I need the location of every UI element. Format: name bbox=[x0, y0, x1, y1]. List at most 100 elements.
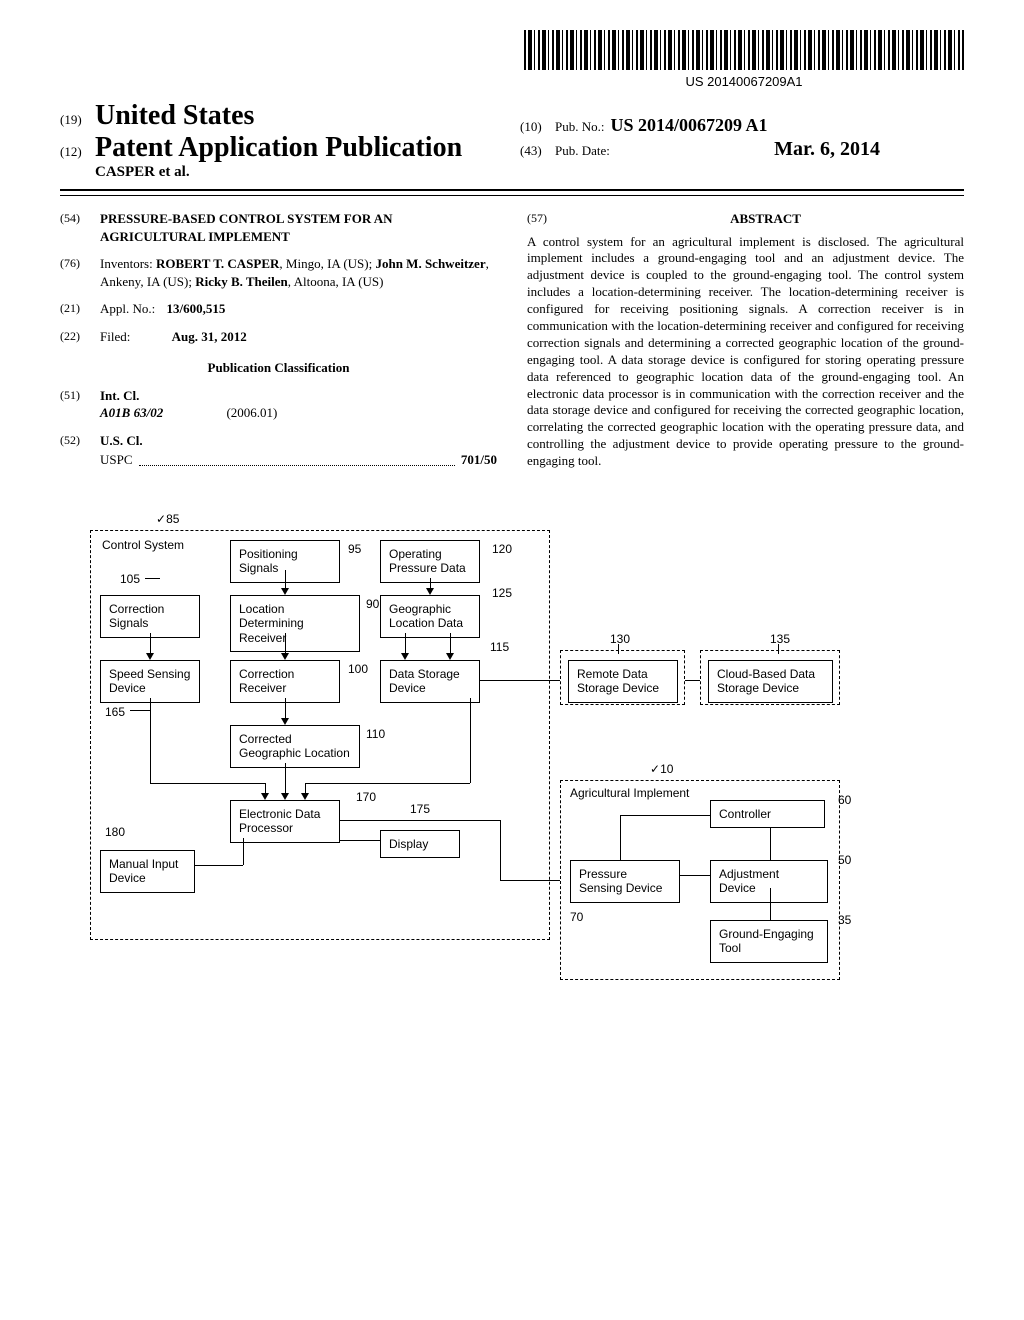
conn-remote-cloud bbox=[685, 680, 700, 681]
ref-165: 165 bbox=[105, 705, 125, 719]
conn-ctrl-v bbox=[620, 815, 621, 860]
ref-70: 70 bbox=[570, 910, 583, 924]
agricultural-implement-label: Agricultural Implement bbox=[568, 786, 691, 800]
ref-60: 60 bbox=[838, 793, 851, 807]
right-column: (57) ABSTRACT A control system for an ag… bbox=[527, 210, 964, 470]
arrow-line-4 bbox=[285, 763, 286, 793]
arrowhead-2a bbox=[146, 653, 154, 660]
conn-ds-v2 bbox=[305, 783, 306, 793]
conn-speed-v bbox=[150, 698, 151, 783]
biblio-columns: (54) PRESSURE-BASED CONTROL SYSTEM FOR A… bbox=[60, 210, 964, 470]
filed-value: Aug. 31, 2012 bbox=[172, 329, 247, 344]
us-cl-label: U.S. Cl. bbox=[100, 433, 143, 448]
conn-adj-ground bbox=[770, 888, 771, 920]
conn-proc-impl-v bbox=[500, 820, 501, 880]
code-76: (76) bbox=[60, 255, 100, 290]
pub-no-value: US 2014/0067209 A1 bbox=[610, 115, 767, 136]
barcode-text: US 20140067209A1 bbox=[524, 74, 964, 89]
country-title: United States bbox=[95, 100, 254, 132]
abstract-body: A control system for an agricultural imp… bbox=[527, 234, 964, 470]
barcode-area: US 20140067209A1 bbox=[524, 30, 964, 89]
appl-no-label: Appl. No.: bbox=[100, 301, 155, 316]
pub-class-heading: Publication Classification bbox=[60, 359, 497, 377]
leader-105 bbox=[145, 578, 160, 579]
abstract-heading: ABSTRACT bbox=[567, 210, 964, 228]
leader-130 bbox=[618, 644, 619, 654]
rule-thick bbox=[60, 189, 964, 191]
pub-date-value: Mar. 6, 2014 bbox=[774, 138, 880, 161]
left-column: (54) PRESSURE-BASED CONTROL SYSTEM FOR A… bbox=[60, 210, 497, 470]
pub-date-label: Pub. Date: bbox=[555, 143, 610, 159]
code-22: (22) bbox=[60, 328, 100, 346]
ground-engaging-tool-box: Ground-EngagingTool bbox=[710, 920, 828, 963]
ref-180: 180 bbox=[105, 825, 125, 839]
code-51: (51) bbox=[60, 387, 100, 422]
code-43: (43) bbox=[520, 143, 555, 159]
ref-120: 120 bbox=[492, 542, 512, 556]
pressure-sensing-device-box: PressureSensing Device bbox=[570, 860, 680, 903]
arrowhead-speed bbox=[261, 793, 269, 800]
inventors-label: Inventors: bbox=[100, 256, 153, 271]
conn-proc-impl-h1 bbox=[340, 820, 500, 821]
right-header: (10) Pub. No.: US 2014/0067209 A1 (43) P… bbox=[520, 115, 880, 163]
code-19: (19) bbox=[60, 112, 95, 128]
arrowhead-2d bbox=[446, 653, 454, 660]
arrowhead-3 bbox=[281, 718, 289, 725]
barcode-graphic bbox=[524, 30, 964, 70]
dotted-leader bbox=[139, 456, 455, 466]
ref-95: 95 bbox=[348, 542, 361, 556]
arrow-line-2c bbox=[405, 633, 406, 653]
authors-line: CASPER et al. bbox=[95, 164, 964, 181]
conn-ds-remote bbox=[480, 680, 560, 681]
code-12: (12) bbox=[60, 144, 95, 160]
uspc-label: USPC bbox=[100, 451, 133, 469]
ref-35: 35 bbox=[838, 913, 851, 927]
arrow-line-1 bbox=[285, 570, 286, 588]
conn-speed-v2 bbox=[265, 783, 266, 793]
arrowhead-2c bbox=[401, 653, 409, 660]
ref-85: ✓85 bbox=[156, 512, 179, 526]
ref-175: 175 bbox=[410, 802, 430, 816]
code-10: (10) bbox=[520, 119, 555, 135]
conn-ctrl-h bbox=[620, 815, 710, 816]
doc-type-title: Patent Application Publication bbox=[95, 132, 462, 164]
inventor-2: John M. Schweitzer bbox=[375, 256, 485, 271]
arrow-line-3 bbox=[285, 698, 286, 718]
inventor-3-loc: , Altoona, IA (US) bbox=[288, 274, 384, 289]
correction-receiver-box: CorrectionReceiver bbox=[230, 660, 340, 703]
arrowhead-1 bbox=[281, 588, 289, 595]
arrowhead-1b bbox=[426, 588, 434, 595]
conn-press-adj bbox=[680, 875, 710, 876]
ref-110: 110 bbox=[366, 727, 385, 741]
ref-10: ✓10 bbox=[650, 762, 673, 776]
conn-speed-h bbox=[150, 783, 265, 784]
electronic-data-processor-box: Electronic DataProcessor bbox=[230, 800, 340, 843]
geographic-location-data-box: GeographicLocation Data bbox=[380, 595, 480, 638]
ref-50: 50 bbox=[838, 853, 851, 867]
conn-manual-h bbox=[195, 865, 243, 866]
inventor-1: ROBERT T. CASPER bbox=[156, 256, 279, 271]
arrow-line-2b bbox=[285, 633, 286, 653]
control-system-label: Control System bbox=[100, 538, 186, 552]
adjustment-device-box: Adjustment Device bbox=[710, 860, 828, 903]
int-cl-year: (2006.01) bbox=[226, 405, 277, 420]
rule-thin bbox=[60, 195, 964, 196]
conn-ctrl-adj bbox=[770, 828, 771, 860]
appl-no-value: 13/600,515 bbox=[167, 301, 226, 316]
arrow-line-2d bbox=[450, 633, 451, 653]
inventor-1-loc: , Mingo, IA (US); bbox=[279, 256, 375, 271]
remote-data-storage-box: Remote DataStorage Device bbox=[568, 660, 678, 703]
location-determining-receiver-box: Location DeterminingReceiver bbox=[230, 595, 360, 652]
int-cl-code: A01B 63/02 bbox=[100, 405, 163, 420]
inventor-3: Ricky B. Theilen bbox=[195, 274, 288, 289]
arrowhead-ds bbox=[301, 793, 309, 800]
conn-proc-display bbox=[340, 840, 380, 841]
leader-135 bbox=[778, 644, 779, 654]
code-54: (54) bbox=[60, 210, 100, 245]
ref-90: 90 bbox=[366, 597, 379, 611]
data-storage-device-box: Data StorageDevice bbox=[380, 660, 480, 703]
corrected-geo-location-box: CorrectedGeographic Location bbox=[230, 725, 360, 768]
arrowhead-4 bbox=[281, 793, 289, 800]
int-cl-label: Int. Cl. bbox=[100, 388, 139, 403]
conn-manual-v bbox=[243, 838, 244, 865]
